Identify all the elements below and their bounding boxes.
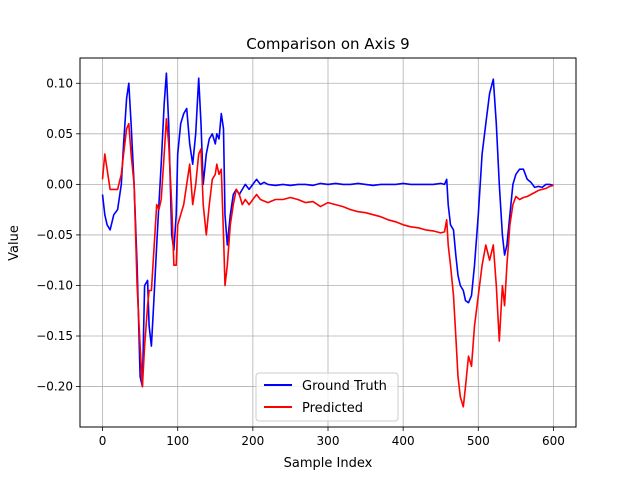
x-tick-label: 600 (542, 434, 565, 448)
y-tick-label: −0.20 (36, 380, 73, 394)
series-lines (101, 72, 554, 408)
x-tick-label: 100 (166, 434, 189, 448)
y-tick-label: −0.15 (36, 329, 73, 343)
chart-title: Comparison on Axis 9 (246, 35, 409, 53)
legend-label-predicted: Predicted (302, 401, 363, 416)
x-tick-label: 200 (241, 434, 264, 448)
y-tick-label: 0.10 (46, 76, 73, 90)
x-tick-label: 0 (99, 434, 107, 448)
y-tick-label: −0.05 (36, 228, 73, 242)
legend-label-ground-truth: Ground Truth (302, 379, 387, 394)
y-axis: −0.20 −0.15 −0.10 −0.05 0.00 0.05 0.10 (36, 76, 80, 394)
y-axis-label: Value (7, 225, 22, 261)
x-tick-label: 500 (467, 434, 490, 448)
series-line-predicted (101, 117, 554, 408)
x-tick-label: 400 (392, 434, 415, 448)
grid-lines (80, 58, 576, 427)
x-axis: 0 100 200 300 400 500 600 (99, 427, 565, 448)
x-axis-label: Sample Index (284, 456, 373, 471)
x-tick-label: 300 (317, 434, 340, 448)
series-line-ground-truth (101, 72, 554, 388)
y-tick-label: 0.05 (46, 127, 73, 141)
y-tick-label: −0.10 (36, 278, 73, 292)
y-tick-label: 0.00 (46, 177, 73, 191)
legend: Ground Truth Predicted (255, 372, 399, 422)
